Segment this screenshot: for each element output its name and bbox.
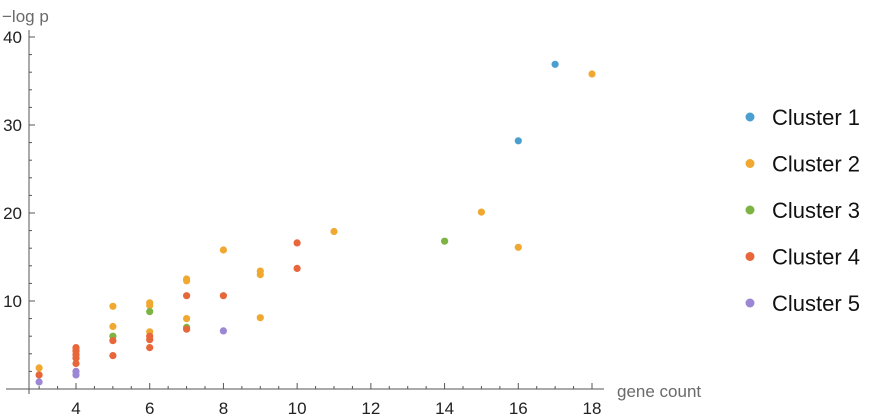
point-cluster-2 xyxy=(219,246,227,254)
point-cluster-2 xyxy=(256,314,264,322)
legend-item-cluster-5: Cluster 5 xyxy=(745,291,860,316)
legend-label: Cluster 3 xyxy=(772,198,860,223)
y-axis-label: −log p xyxy=(2,7,49,26)
x-tick-label: 10 xyxy=(288,399,307,418)
y-tick-label: 20 xyxy=(3,204,22,223)
x-tick-label: 8 xyxy=(219,399,228,418)
x-tick-label: 12 xyxy=(361,399,380,418)
y-axis-ticks: 10 20 30 40 xyxy=(3,28,35,390)
point-cluster-2 xyxy=(477,208,485,216)
point-cluster-5 xyxy=(72,371,80,379)
y-tick-label: 10 xyxy=(3,292,22,311)
legend-item-cluster-2: Cluster 2 xyxy=(745,152,860,177)
x-axis-label: gene count xyxy=(617,382,701,401)
x-tick-label: 16 xyxy=(509,399,528,418)
legend-marker xyxy=(745,252,755,261)
legend-marker xyxy=(745,298,755,308)
point-cluster-5 xyxy=(219,327,227,335)
x-tick-label: 6 xyxy=(145,399,154,418)
legend-item-cluster-4: Cluster 4 xyxy=(745,245,860,270)
axes: 4 6 8 10 12 14 16 18 10 20 30 40 gene count −log p xyxy=(2,7,701,418)
point-cluster-2 xyxy=(146,301,154,309)
point-cluster-2 xyxy=(183,315,191,323)
point-cluster-4 xyxy=(183,292,191,300)
point-cluster-2 xyxy=(109,322,117,331)
legend-item-cluster-3: Cluster 3 xyxy=(745,198,860,223)
point-cluster-5 xyxy=(35,378,43,386)
point-cluster-4 xyxy=(72,359,80,368)
point-cluster-3 xyxy=(441,237,449,245)
point-cluster-2 xyxy=(109,302,117,310)
x-tick-label: 18 xyxy=(583,399,602,418)
legend-label: Cluster 5 xyxy=(772,291,860,316)
point-cluster-2 xyxy=(256,271,264,279)
x-tick-label: 14 xyxy=(435,399,454,418)
x-axis-ticks: 4 6 8 10 12 14 16 18 xyxy=(38,383,602,418)
point-cluster-2 xyxy=(183,277,191,285)
point-cluster-2 xyxy=(588,70,596,78)
legend-label: Cluster 4 xyxy=(772,245,860,270)
point-cluster-4 xyxy=(293,239,301,247)
point-cluster-1 xyxy=(514,137,522,145)
point-cluster-2 xyxy=(330,227,338,236)
y-tick-label: 40 xyxy=(3,28,22,47)
legend-label: Cluster 1 xyxy=(772,105,860,130)
point-cluster-2 xyxy=(514,243,522,251)
legend-marker xyxy=(745,112,755,122)
point-cluster-4 xyxy=(146,336,154,344)
point-cluster-4 xyxy=(146,344,154,352)
legend: Cluster 1 Cluster 2 Cluster 3 Cluster 4 Clus… xyxy=(745,105,860,316)
point-cluster-4 xyxy=(219,292,227,300)
point-cluster-1 xyxy=(551,60,559,68)
point-cluster-4 xyxy=(109,352,117,360)
data-points xyxy=(35,60,596,386)
point-cluster-4 xyxy=(72,354,80,362)
y-tick-label: 30 xyxy=(3,116,22,135)
legend-marker xyxy=(745,159,755,168)
legend-marker xyxy=(745,205,755,215)
x-tick-label: 4 xyxy=(71,399,80,418)
point-cluster-2 xyxy=(35,364,43,372)
legend-label: Cluster 2 xyxy=(772,152,860,177)
point-cluster-4 xyxy=(35,371,43,379)
point-cluster-4 xyxy=(109,337,117,345)
point-cluster-4 xyxy=(183,325,191,333)
point-cluster-3 xyxy=(146,308,154,316)
legend-item-cluster-1: Cluster 1 xyxy=(745,105,860,130)
point-cluster-4 xyxy=(293,264,301,272)
